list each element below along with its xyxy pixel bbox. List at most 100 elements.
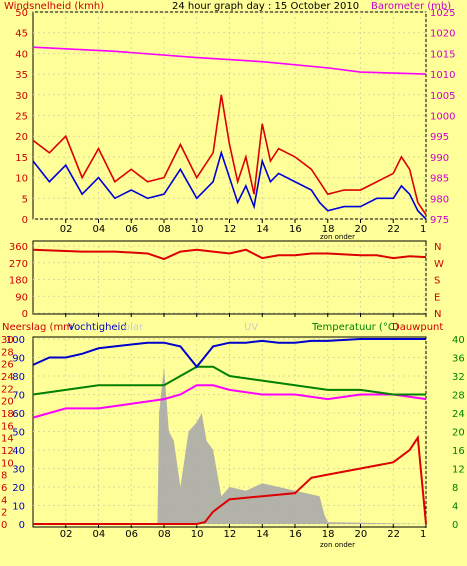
y-temp-tick-label: 16	[452, 446, 465, 457]
y-right-tick-label: 1005	[430, 91, 455, 102]
y-temp-tick-label: 28	[452, 391, 465, 402]
x-tick-label: 04	[93, 224, 106, 235]
temperature-line	[32, 365, 426, 396]
y-tick-label: 40	[15, 49, 28, 60]
x-tick-label: 18	[322, 529, 335, 540]
x-tick-label: 08	[158, 529, 171, 540]
y-tick-label: 360	[9, 242, 28, 253]
sunset-label-1: zon onder	[320, 233, 355, 241]
y-tick-label: 10	[15, 174, 28, 185]
y-right-tick-label: 985	[430, 174, 449, 185]
x-tick-label: 12	[224, 224, 237, 235]
humidity-ylabel: Vochtigheid	[68, 322, 127, 333]
chart-title: 24 hour graph day : 15 October 2010	[172, 1, 359, 12]
y-tick-label: 45	[15, 29, 28, 40]
y-rain-tick-label: 4	[1, 495, 7, 506]
uv-ylabel: UV	[244, 322, 258, 333]
y-humidity-tick-label: 90	[12, 354, 25, 365]
humidity-line	[32, 338, 426, 369]
y-tick-label: 50	[15, 8, 28, 19]
y-rain-tick-label: 14	[1, 434, 14, 445]
x-tick-label: 06	[125, 224, 138, 235]
x-tick-label: 02	[60, 529, 73, 540]
x-tick-label: 14	[256, 224, 269, 235]
solar-area	[33, 366, 426, 524]
dewpoint-ylabel: Dauwpunt	[392, 322, 443, 333]
x-tick-label: 14	[256, 529, 269, 540]
x-tick-label: 08	[158, 224, 171, 235]
y-temp-tick-label: 36	[452, 354, 465, 365]
y-rain-tick-label: 10	[1, 458, 14, 469]
y-humidity-tick-label: 40	[12, 446, 25, 457]
y-humidity-tick-label: 10	[12, 502, 25, 513]
y-temp-tick-label: 40	[452, 335, 465, 346]
y-tick-label: 20	[15, 132, 28, 143]
x-tick-label: 22	[387, 529, 400, 540]
sunset-label-3: zon onder	[320, 541, 355, 549]
y-rain-tick-label: 28	[1, 347, 14, 358]
x-tick-label: 20	[355, 224, 368, 235]
y-tick-label: 15	[15, 153, 28, 164]
y-rain-tick-label: 18	[1, 409, 14, 420]
y-tick-label: 0	[22, 309, 28, 320]
y-rain-tick-label: 26	[1, 360, 14, 371]
x-tick-label: 06	[125, 529, 138, 540]
solar-ylabel: olar	[124, 322, 144, 333]
y-humidity-tick-label: 50	[12, 428, 25, 439]
y-tick-label: 35	[15, 70, 28, 81]
y-temp-tick-label: 4	[452, 502, 458, 513]
y-right-tick-label: 995	[430, 132, 449, 143]
x-tick-label: 02	[60, 224, 73, 235]
y-tick-label: 270	[9, 259, 28, 270]
y-rain-tick-label: 20	[1, 397, 14, 408]
y-tick-label: 0	[22, 215, 28, 226]
y-rain-tick-label: 8	[1, 471, 7, 482]
rain-ylabel: Neerslag (mm	[2, 322, 73, 333]
y-temp-tick-label: 24	[452, 409, 465, 420]
y-humidity-tick-label: 100	[6, 335, 25, 346]
dewpoint-line	[32, 384, 427, 419]
compass-letter: E	[434, 292, 440, 303]
compass-letter: N	[434, 242, 441, 253]
y-tick-label: 5	[22, 194, 28, 205]
y-temp-tick-label: 20	[452, 428, 465, 439]
y-right-tick-label: 1000	[430, 112, 455, 123]
y-tick-label: 25	[15, 112, 28, 123]
y-rain-tick-label: 12	[1, 446, 14, 457]
y-humidity-tick-label: 0	[19, 520, 25, 531]
y-humidity-tick-label: 20	[12, 483, 25, 494]
y-right-tick-label: 1020	[430, 29, 455, 40]
y-rain-tick-label: 22	[1, 384, 14, 395]
x-tick-label: 1	[420, 529, 426, 540]
series-line-0	[32, 46, 427, 75]
y-humidity-tick-label: 60	[12, 409, 25, 420]
x-tick-label: 16	[289, 529, 302, 540]
y-right-tick-label: 980	[430, 194, 449, 205]
compass-letter: W	[434, 259, 444, 270]
x-tick-label: 1	[420, 224, 426, 235]
y-rain-tick-label: 6	[1, 483, 7, 494]
x-tick-label: 18	[322, 224, 335, 235]
y-humidity-tick-label: 30	[12, 465, 25, 476]
x-tick-label: 04	[93, 529, 106, 540]
rain-line	[33, 434, 427, 525]
y-tick-label: 30	[15, 91, 28, 102]
y-rain-tick-label: 2	[1, 508, 7, 519]
compass-letter: S	[434, 276, 440, 287]
series-line-1	[32, 94, 427, 216]
y-rain-tick-label: 0	[1, 520, 7, 531]
y-rain-tick-label: 24	[1, 372, 14, 383]
y-temp-tick-label: 12	[452, 465, 465, 476]
y-rain-tick-label: 16	[1, 421, 14, 432]
y-temp-tick-label: 32	[452, 372, 465, 383]
y-tick-label: 90	[15, 292, 28, 303]
x-tick-label: 10	[191, 224, 204, 235]
x-tick-label: 12	[224, 529, 237, 540]
series-line-2	[32, 150, 427, 220]
y-temp-tick-label: 0	[452, 520, 458, 531]
y-humidity-tick-label: 80	[12, 372, 25, 383]
y-right-tick-label: 1025	[430, 8, 455, 19]
y-tick-label: 180	[9, 276, 28, 287]
y-right-tick-label: 1010	[430, 70, 455, 81]
